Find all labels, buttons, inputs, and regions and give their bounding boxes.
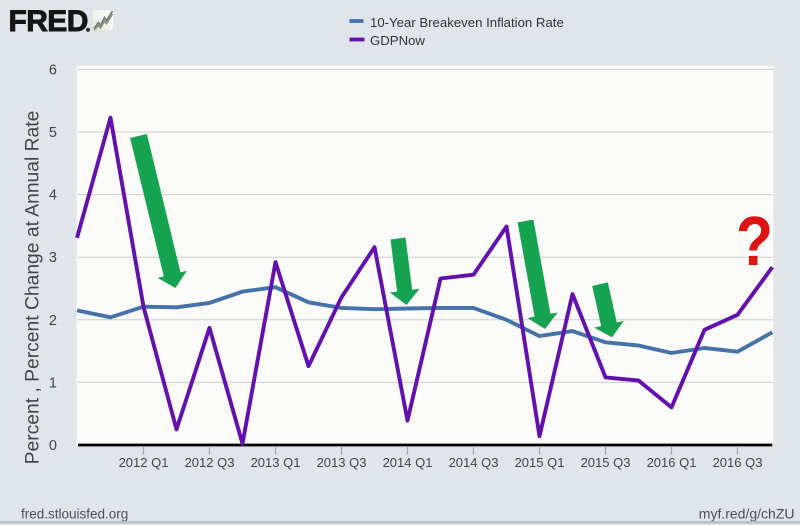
svg-text:2016 Q3: 2016 Q3 bbox=[713, 455, 763, 470]
svg-text:2015 Q1: 2015 Q1 bbox=[515, 455, 565, 470]
svg-text:fred.stlouisfed.org: fred.stlouisfed.org bbox=[21, 507, 128, 522]
svg-text:2015 Q3: 2015 Q3 bbox=[581, 455, 631, 470]
svg-text:2: 2 bbox=[49, 313, 57, 329]
svg-text:2012 Q3: 2012 Q3 bbox=[185, 455, 235, 470]
svg-text:2013 Q3: 2013 Q3 bbox=[317, 455, 367, 470]
svg-text:myf.red/g/chZU: myf.red/g/chZU bbox=[699, 506, 795, 522]
svg-text:1: 1 bbox=[49, 375, 57, 391]
svg-text:2012 Q1: 2012 Q1 bbox=[119, 455, 169, 470]
svg-text:5: 5 bbox=[49, 125, 57, 141]
svg-text:2013 Q1: 2013 Q1 bbox=[251, 455, 301, 470]
svg-text:GDPNow: GDPNow bbox=[370, 33, 425, 48]
svg-text:0: 0 bbox=[49, 438, 57, 454]
svg-text:4: 4 bbox=[49, 188, 57, 204]
svg-text:6: 6 bbox=[49, 62, 57, 78]
svg-text:2014 Q3: 2014 Q3 bbox=[449, 455, 499, 470]
svg-text:3: 3 bbox=[49, 250, 57, 266]
svg-text:FRED: FRED bbox=[9, 5, 88, 38]
svg-text:Percent , Percent Change at An: Percent , Percent Change at Annual Rate bbox=[23, 111, 44, 465]
svg-text:2014 Q1: 2014 Q1 bbox=[383, 455, 433, 470]
svg-text:10-Year Breakeven Inflation Ra: 10-Year Breakeven Inflation Rate bbox=[370, 15, 564, 30]
svg-text:?: ? bbox=[736, 202, 773, 280]
svg-text:2016 Q1: 2016 Q1 bbox=[647, 455, 697, 470]
